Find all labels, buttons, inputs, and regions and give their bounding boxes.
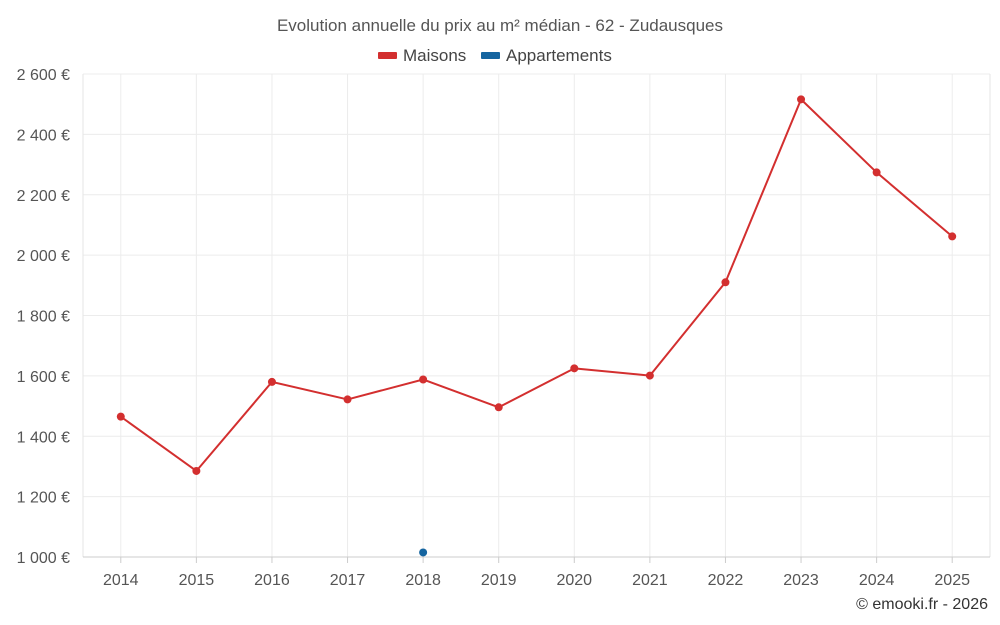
y-tick-label: 1 200 € <box>17 490 70 507</box>
series-appartements <box>419 548 428 557</box>
legend-swatch <box>481 52 500 59</box>
data-point <box>721 278 730 287</box>
data-point <box>494 403 503 412</box>
data-point <box>419 548 428 557</box>
x-tick-label: 2018 <box>405 572 441 589</box>
data-point <box>872 168 881 177</box>
x-tick-label: 2014 <box>103 572 139 589</box>
series-maisons <box>116 95 957 475</box>
x-tick-label: 2025 <box>934 572 970 589</box>
data-point <box>116 412 125 421</box>
legend: Maisons Appartements <box>378 46 612 65</box>
grid <box>82 73 991 557</box>
y-tick-label: 2 000 € <box>17 248 70 265</box>
data-point <box>419 375 428 384</box>
x-tick-label: 2024 <box>859 572 895 589</box>
x-tick-label: 2022 <box>708 572 744 589</box>
legend-label: Appartements <box>506 46 612 65</box>
y-tick-label: 2 400 € <box>17 127 70 144</box>
y-tick-label: 2 200 € <box>17 188 70 205</box>
x-tick-label: 2015 <box>179 572 215 589</box>
y-tick-label: 2 600 € <box>17 67 70 84</box>
data-point <box>343 395 352 404</box>
y-tick-label: 1 400 € <box>17 429 70 446</box>
series-layer <box>116 95 957 557</box>
axes: 1 000 € 1 200 € 1 400 € 1 600 € 1 800 € 2 000… <box>17 67 990 589</box>
data-point <box>267 377 276 386</box>
x-tick-label: 2016 <box>254 572 290 589</box>
data-point <box>797 95 806 104</box>
legend-item-appartements[interactable]: Appartements <box>481 46 612 65</box>
data-point <box>192 466 201 475</box>
y-tick-label: 1 600 € <box>17 369 70 386</box>
series-line-maisons <box>120 98 953 472</box>
legend-item-maisons[interactable]: Maisons <box>378 46 466 65</box>
y-tick-label: 1 000 € <box>17 550 70 567</box>
legend-label: Maisons <box>403 46 466 65</box>
credit-text: © emooki.fr - 2026 <box>856 596 988 613</box>
x-tick-label: 2023 <box>783 572 819 589</box>
data-point <box>570 364 579 373</box>
x-tick-label: 2017 <box>330 572 366 589</box>
data-point <box>948 232 957 241</box>
y-tick-label: 1 800 € <box>17 309 70 326</box>
legend-swatch <box>378 52 397 59</box>
x-tick-label: 2020 <box>556 572 592 589</box>
x-tick-label: 2019 <box>481 572 517 589</box>
chart-title: Evolution annuelle du prix au m² médian … <box>277 16 723 35</box>
x-tick-label: 2021 <box>632 572 668 589</box>
data-point <box>645 371 654 380</box>
